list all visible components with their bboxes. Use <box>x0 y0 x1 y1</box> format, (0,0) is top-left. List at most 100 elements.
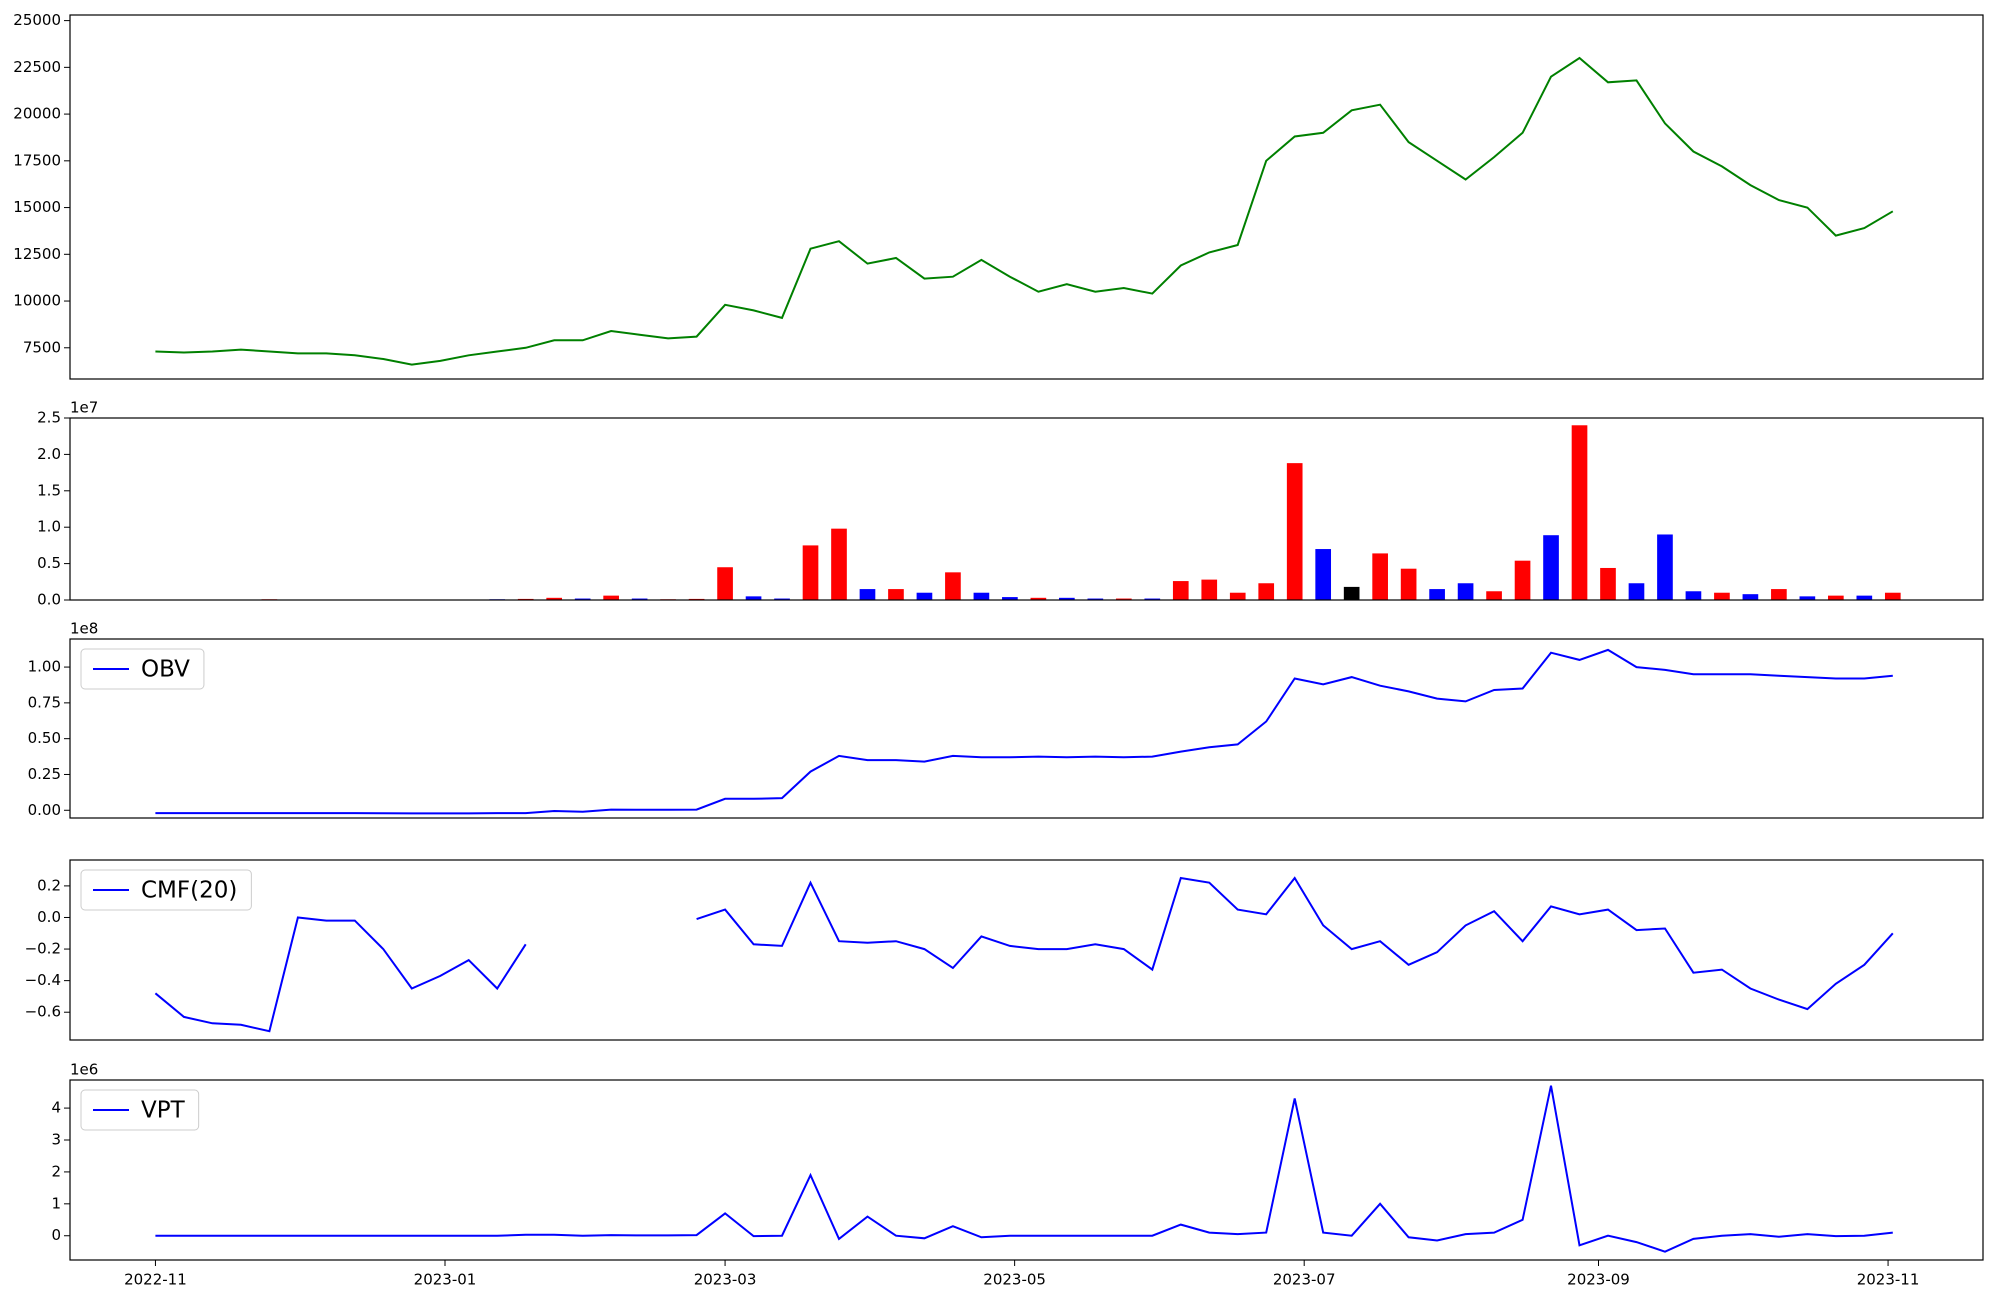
volume-bar <box>802 545 819 600</box>
series-line <box>154 876 1894 1033</box>
volume-bar <box>1628 583 1645 600</box>
volume-bar <box>1002 597 1018 600</box>
legend-label: CMF(20) <box>141 878 237 904</box>
y-tick-label: 17500 <box>13 151 61 169</box>
y-tick-label: 7500 <box>23 338 61 356</box>
y-tick-label: 0.0 <box>37 908 61 926</box>
volume-bar <box>1714 592 1730 600</box>
volume-bar <box>888 589 904 600</box>
y-tick-label: 0.00 <box>28 801 61 819</box>
volume-bar <box>1258 583 1275 600</box>
volume-bar <box>546 597 563 600</box>
volume-bar <box>1144 598 1161 600</box>
volume-bar <box>1514 560 1531 600</box>
volume-bar <box>631 598 648 600</box>
volume-bar <box>973 592 990 600</box>
volume-bar <box>1742 594 1759 600</box>
volume-bar <box>1771 589 1787 600</box>
volume-bar <box>1030 597 1047 600</box>
volume-bar <box>1486 591 1502 600</box>
volume-bar <box>1172 581 1189 600</box>
volume-bar <box>745 596 762 600</box>
y-tick-label: 0.50 <box>28 729 61 747</box>
volume-bar <box>1201 579 1218 600</box>
x-tick-label: 2023-07 <box>1273 1271 1336 1289</box>
x-tick-label: 2023-09 <box>1567 1271 1630 1289</box>
y-tick-label: 0.75 <box>28 693 61 711</box>
axes-frame <box>69 14 1984 380</box>
offset-label: 1e6 <box>70 1061 98 1079</box>
y-tick-label: 25000 <box>13 11 61 29</box>
y-tick-label: 4 <box>51 1099 61 1117</box>
volume-bar <box>1457 583 1474 600</box>
volume-bar <box>1429 589 1445 600</box>
y-tick-label: 1.00 <box>28 658 61 676</box>
legend-label: VPT <box>141 1098 186 1124</box>
y-tick-label: 1 <box>51 1194 61 1212</box>
volume-bar <box>1059 597 1075 600</box>
series-line <box>155 56 1894 366</box>
y-tick-label: 12500 <box>13 245 61 263</box>
legend-box <box>80 869 252 911</box>
series-line <box>155 648 1893 815</box>
volume-bar <box>1799 596 1816 600</box>
volume-bar <box>859 589 876 600</box>
offset-label: 1e8 <box>70 620 98 638</box>
y-tick-label: 22500 <box>13 58 61 76</box>
volume-bar <box>1400 568 1417 600</box>
volume-bar <box>1343 586 1360 600</box>
volume-bar <box>1856 595 1873 600</box>
volume-bar <box>945 572 961 600</box>
volume-bar <box>1571 425 1588 600</box>
volume-bar <box>1087 598 1104 600</box>
volume-bar <box>1884 592 1901 600</box>
y-tick-label: −0.2 <box>25 940 61 958</box>
x-tick-label: 2023-11 <box>1857 1271 1920 1289</box>
y-tick-label: 2 <box>51 1162 61 1180</box>
legend-box <box>80 1089 200 1131</box>
x-tick-label: 2023-01 <box>414 1271 477 1289</box>
volume-bar <box>1600 567 1616 600</box>
volume-bar <box>774 598 790 600</box>
y-tick-label: 0.5 <box>37 554 61 572</box>
y-tick-label: −0.6 <box>25 1003 61 1021</box>
y-tick-label: 1.5 <box>37 481 61 499</box>
volume-bar <box>1315 549 1332 600</box>
y-tick-label: 1.0 <box>37 518 61 536</box>
y-tick-label: 15000 <box>13 198 61 216</box>
volume-bar <box>1286 463 1303 600</box>
volume-bar <box>574 598 591 600</box>
axes-frame <box>69 1079 1984 1261</box>
volume-bar <box>1115 598 1132 600</box>
y-tick-label: 0.25 <box>28 765 61 783</box>
axes-frame <box>69 417 1984 601</box>
x-tick-label: 2023-03 <box>694 1271 757 1289</box>
y-tick-label: 0.0 <box>37 591 61 609</box>
volume-bar <box>1229 592 1246 600</box>
volume-bar <box>1685 591 1702 600</box>
axes-frame <box>69 638 1984 819</box>
series-line <box>155 1085 1893 1253</box>
volume-bar <box>1372 553 1388 600</box>
volume-bar <box>603 595 619 600</box>
legend-box <box>80 648 205 690</box>
volume-bar <box>1657 534 1673 600</box>
y-tick-label: 2.0 <box>37 445 61 463</box>
y-tick-label: 3 <box>51 1131 61 1149</box>
y-tick-label: −0.4 <box>25 971 61 989</box>
y-tick-label: 10000 <box>13 292 61 310</box>
y-tick-label: 2.5 <box>37 409 61 427</box>
volume-bar <box>1543 535 1559 600</box>
legend-label: OBV <box>141 657 190 683</box>
y-tick-label: 0 <box>51 1226 61 1244</box>
x-tick-label: 2023-05 <box>983 1271 1046 1289</box>
volume-bar <box>717 567 733 600</box>
offset-label: 1e7 <box>70 399 98 417</box>
y-tick-label: 20000 <box>13 105 61 123</box>
x-tick-label: 2022-11 <box>124 1271 187 1289</box>
axes-frame <box>69 859 1984 1041</box>
y-tick-label: 0.2 <box>37 876 61 894</box>
volume-bar <box>916 592 933 600</box>
volume-bar <box>831 528 847 600</box>
